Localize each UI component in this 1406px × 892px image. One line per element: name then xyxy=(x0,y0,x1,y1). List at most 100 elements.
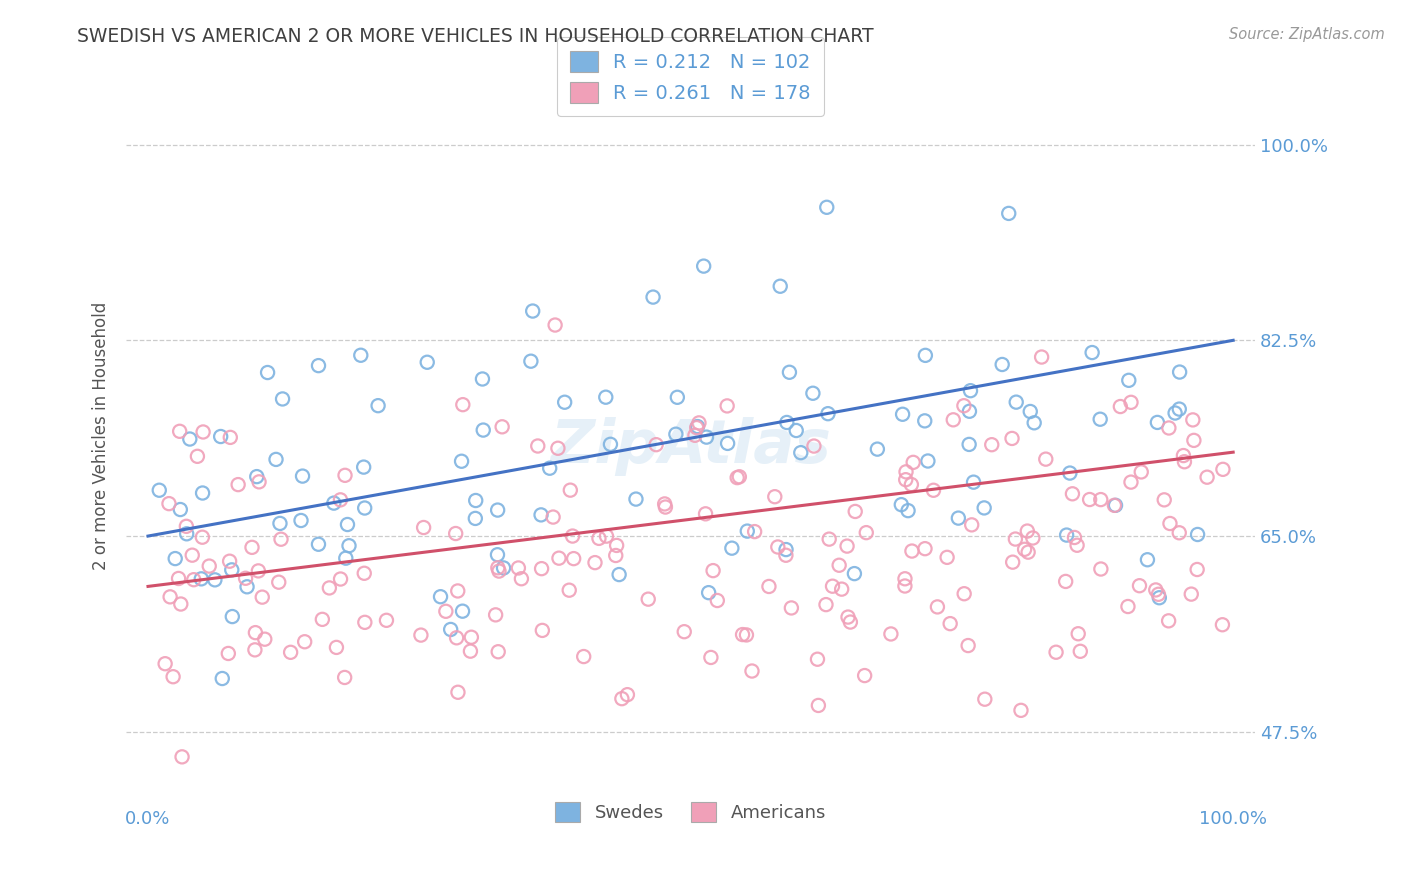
Point xyxy=(997,206,1019,220)
Point xyxy=(991,358,1014,372)
Point xyxy=(1081,345,1104,359)
Point xyxy=(688,416,710,430)
Point xyxy=(1157,421,1180,435)
Point xyxy=(891,407,914,421)
Point xyxy=(221,563,243,577)
Point xyxy=(1187,527,1209,541)
Point xyxy=(1153,492,1175,507)
Point xyxy=(329,492,352,507)
Point xyxy=(683,428,706,442)
Point xyxy=(927,599,949,614)
Point xyxy=(894,465,917,479)
Point xyxy=(942,413,965,427)
Point xyxy=(350,348,373,362)
Point xyxy=(472,423,495,437)
Point xyxy=(758,579,780,593)
Point xyxy=(1212,462,1234,476)
Point xyxy=(176,526,198,541)
Point xyxy=(235,571,257,585)
Point xyxy=(1197,470,1219,484)
Point xyxy=(547,442,569,456)
Point xyxy=(607,567,630,582)
Point xyxy=(1168,525,1191,540)
Point xyxy=(440,623,463,637)
Point xyxy=(803,439,825,453)
Point xyxy=(1067,626,1090,640)
Point xyxy=(844,504,866,518)
Point xyxy=(198,559,221,574)
Point xyxy=(367,399,389,413)
Point xyxy=(486,645,509,659)
Point xyxy=(492,561,515,575)
Point xyxy=(695,430,717,444)
Point xyxy=(686,419,709,434)
Point xyxy=(645,438,668,452)
Point xyxy=(717,436,740,450)
Point xyxy=(416,355,439,369)
Point xyxy=(1109,400,1132,414)
Point xyxy=(744,524,766,539)
Text: 0.0%: 0.0% xyxy=(125,810,170,828)
Point xyxy=(488,564,510,578)
Point xyxy=(541,510,564,524)
Point xyxy=(486,548,509,562)
Point xyxy=(291,469,314,483)
Point xyxy=(218,554,240,568)
Point xyxy=(353,615,375,630)
Point xyxy=(914,541,936,556)
Point xyxy=(1024,416,1046,430)
Point xyxy=(1168,402,1191,417)
Point xyxy=(353,460,375,475)
Point xyxy=(775,542,797,557)
Point xyxy=(914,414,936,428)
Point xyxy=(485,607,508,622)
Y-axis label: 2 or more Vehicles in Household: 2 or more Vehicles in Household xyxy=(93,301,110,569)
Point xyxy=(959,404,981,418)
Point xyxy=(890,498,912,512)
Point xyxy=(148,483,170,498)
Point xyxy=(807,698,830,713)
Point xyxy=(308,537,330,551)
Point xyxy=(460,644,482,658)
Point xyxy=(831,582,853,596)
Point xyxy=(530,508,553,522)
Point xyxy=(247,475,270,489)
Point xyxy=(240,541,263,555)
Point xyxy=(980,438,1002,452)
Point xyxy=(806,652,828,666)
Point xyxy=(221,609,243,624)
Point xyxy=(692,259,714,273)
Point xyxy=(447,685,470,699)
Point xyxy=(778,365,800,379)
Point xyxy=(605,549,627,563)
Point xyxy=(336,517,359,532)
Point xyxy=(914,348,936,362)
Point xyxy=(1088,412,1111,426)
Point xyxy=(211,672,233,686)
Point xyxy=(1159,516,1181,531)
Point xyxy=(1181,413,1204,427)
Point xyxy=(616,688,638,702)
Point xyxy=(186,450,208,464)
Point xyxy=(1185,562,1208,576)
Point xyxy=(769,279,792,293)
Point xyxy=(1173,455,1195,469)
Legend: Swedes, Americans: Swedes, Americans xyxy=(543,789,839,834)
Point xyxy=(821,579,844,593)
Text: Source: ZipAtlas.com: Source: ZipAtlas.com xyxy=(1229,27,1385,42)
Point xyxy=(790,445,813,459)
Point xyxy=(1180,587,1202,601)
Point xyxy=(491,419,513,434)
Point xyxy=(1173,449,1195,463)
Point xyxy=(290,514,312,528)
Point xyxy=(1149,591,1171,605)
Point xyxy=(721,541,744,556)
Point xyxy=(1128,579,1150,593)
Point xyxy=(256,366,278,380)
Point xyxy=(1066,538,1088,552)
Point xyxy=(1056,528,1078,542)
Point xyxy=(583,556,606,570)
Point xyxy=(409,628,432,642)
Point xyxy=(558,583,581,598)
Text: ZipAtlas: ZipAtlas xyxy=(550,417,831,476)
